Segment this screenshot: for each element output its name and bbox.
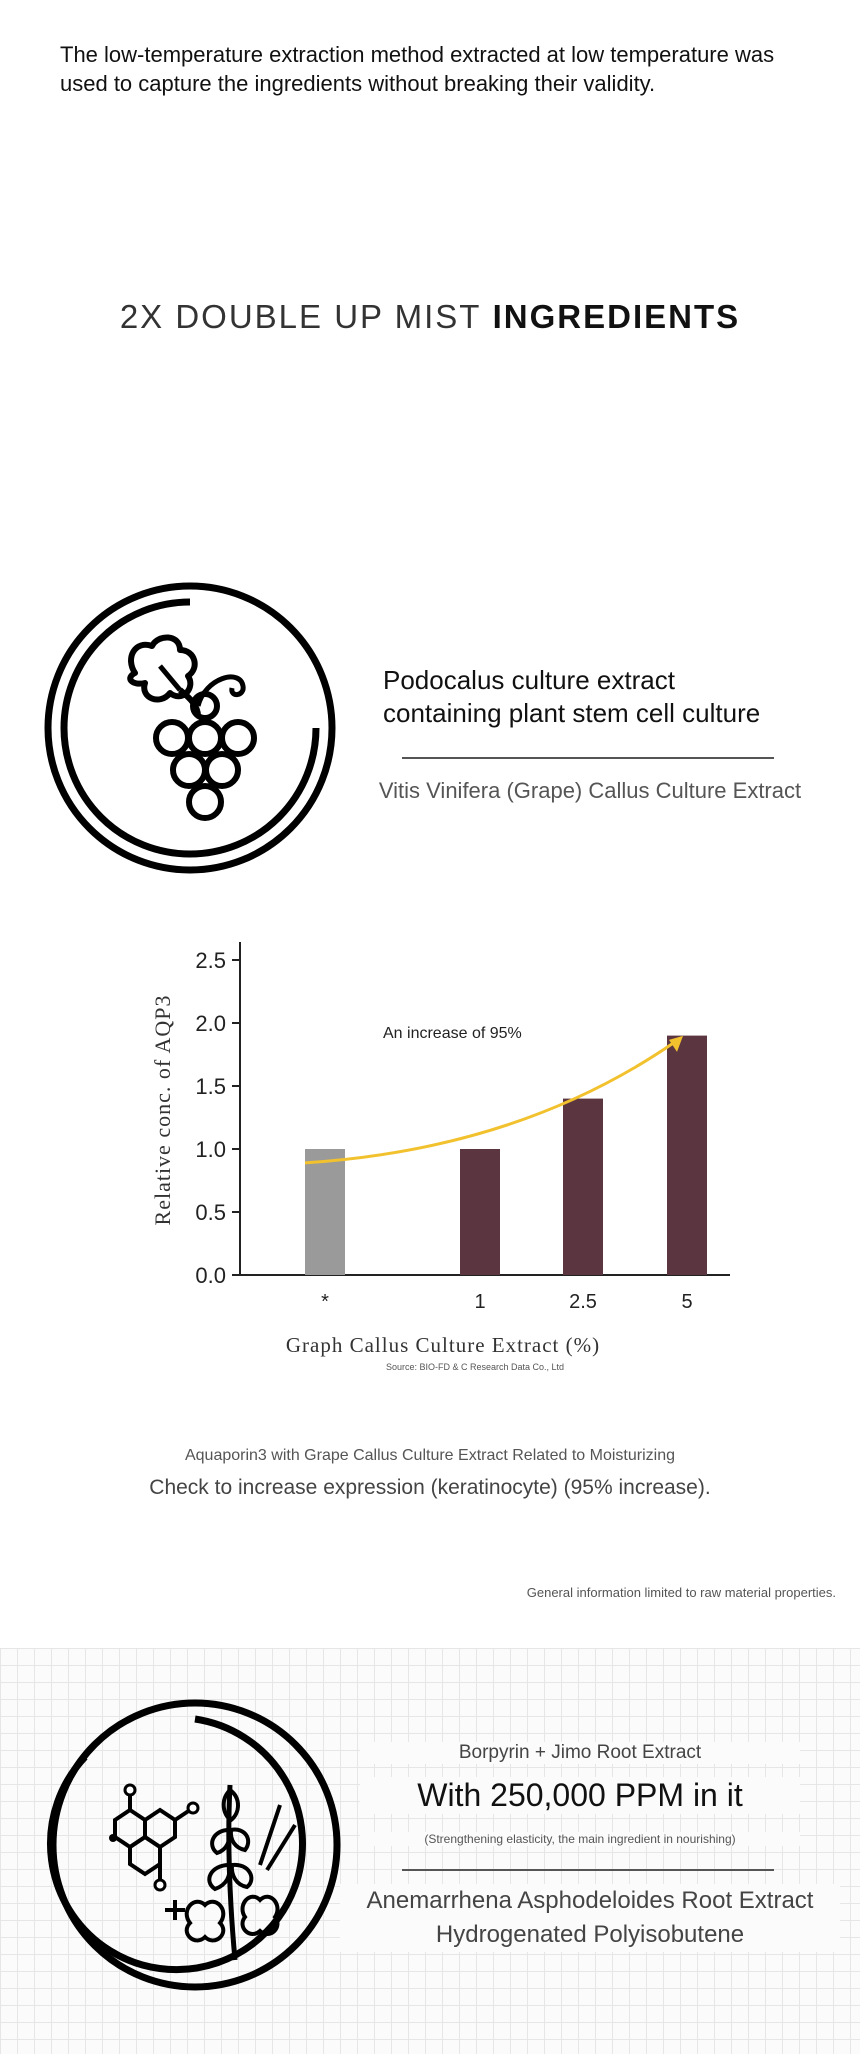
- intro-text: The low-temperature extraction method ex…: [60, 42, 775, 96]
- disclaimer-note: General information limited to raw mater…: [526, 1585, 836, 1600]
- x-tick-label: 5: [681, 1291, 692, 1313]
- trend-curve: [304, 1040, 676, 1165]
- ingredient1-divider: [402, 757, 774, 759]
- y-tick-label: 1.0: [195, 1137, 226, 1162]
- ingredient1-name: Podocalus culture extract containing pla…: [383, 664, 803, 730]
- chart-annotation: An increase of 95%: [383, 1025, 522, 1042]
- chart-y-label: Relative conc. of AQP3: [150, 995, 175, 1226]
- ingredient2-headline: With 250,000 PPM in it: [360, 1777, 800, 1814]
- ingredient2-divider: [402, 1869, 774, 1871]
- ingredient1-name-line1: Podocalus culture extract: [383, 665, 675, 695]
- y-tick-label: 0.5: [195, 1200, 226, 1225]
- chart-bar: [667, 1035, 707, 1275]
- ingredient2-scientific-line1: Anemarrhena Asphodeloides Root Extract: [366, 1887, 814, 1914]
- y-tick-label: 2.5: [195, 948, 226, 973]
- section-title-light: 2X DOUBLE UP MIST: [119, 298, 482, 335]
- chart-source: Source: BIO-FD & C Research Data Co., Lt…: [386, 1362, 564, 1372]
- ingredient2-kicker: Borpyrin + Jimo Root Extract: [360, 1742, 800, 1764]
- chart-bar: [563, 1098, 603, 1275]
- ingredient2-subtext: (Strengthening elasticity, the main ingr…: [360, 1832, 800, 1846]
- chart-bar: [460, 1149, 500, 1275]
- x-tick-label: 2.5: [569, 1291, 597, 1313]
- grape-icon: [44, 582, 336, 874]
- section-title: 2X DOUBLE UP MIST INGREDIENTS: [0, 298, 860, 336]
- ingredient2-scientific: Anemarrhena Asphodeloides Root Extract H…: [340, 1884, 840, 1952]
- y-tick-label: 2.0: [195, 1011, 226, 1036]
- x-tick-label: *: [321, 1291, 329, 1313]
- y-tick-label: 0.0: [195, 1263, 226, 1288]
- chart-bar: [305, 1149, 345, 1275]
- ingredient2-scientific-line2: Hydrogenated Polyisobutene: [435, 1921, 745, 1948]
- y-tick-label: 1.5: [195, 1074, 226, 1099]
- ingredient1-scientific: Vitis Vinifera (Grape) Callus Culture Ex…: [378, 778, 802, 803]
- chart-caption-line2: Check to increase expression (keratinocy…: [149, 1476, 711, 1499]
- x-tick-label: 1: [474, 1291, 485, 1313]
- section-title-bold: INGREDIENTS: [492, 298, 741, 335]
- herb-molecule-icon: [47, 1699, 341, 1991]
- chart-caption-line1: Aquaporin3 with Grape Callus Culture Ext…: [184, 1447, 675, 1464]
- aqp3-bar-chart: 0.0 0.5 1.0 1.5 2.0 2.5 * 1 2.5 5 An increase of 9…: [150, 942, 730, 1372]
- trend-arrowhead: [669, 1035, 683, 1052]
- ingredient1-name-line2: containing plant stem cell culture: [383, 698, 761, 728]
- chart-x-label: Graph Callus Culture Extract (%): [286, 1333, 600, 1357]
